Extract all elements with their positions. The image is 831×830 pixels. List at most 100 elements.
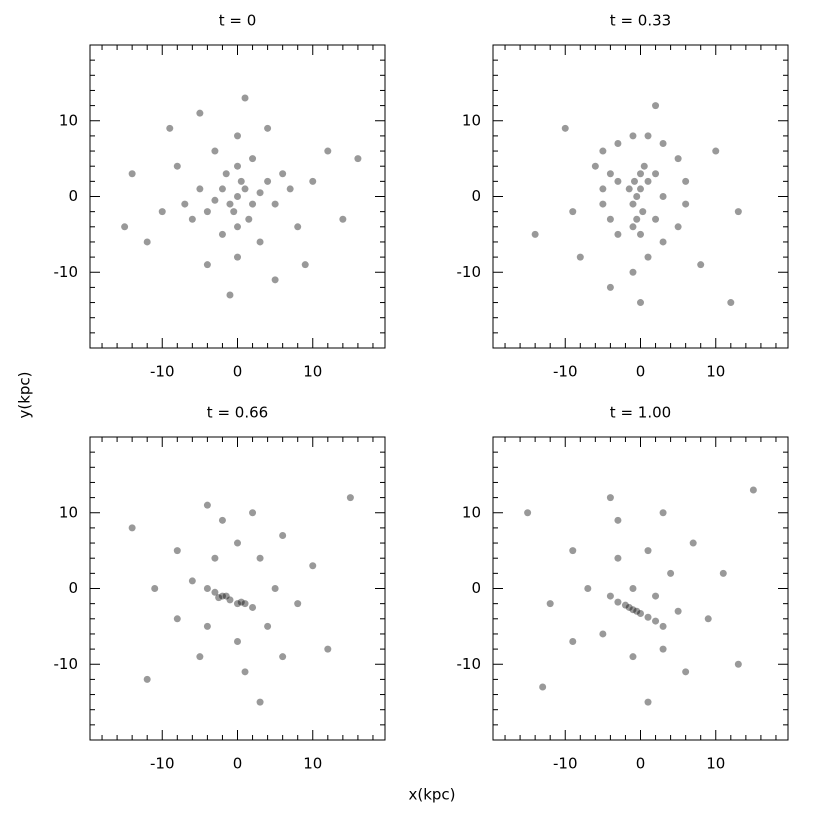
particle xyxy=(226,291,234,299)
particle xyxy=(324,147,332,155)
particle xyxy=(637,299,644,307)
particle xyxy=(614,554,622,562)
particle xyxy=(203,261,211,269)
x-tick-label: -10 xyxy=(150,755,175,773)
particle xyxy=(659,645,667,653)
particle xyxy=(591,162,599,170)
particle xyxy=(652,170,660,178)
particle xyxy=(211,196,219,204)
x-tick-label: -10 xyxy=(553,363,578,381)
particle xyxy=(614,177,622,185)
particle xyxy=(659,238,667,246)
particle xyxy=(629,653,637,661)
particle xyxy=(749,486,757,494)
panel: t = 1.00 -10 0 10 -10 0 10 xyxy=(457,404,789,773)
particle xyxy=(659,509,667,517)
particle xyxy=(644,547,652,555)
particle xyxy=(249,509,257,517)
particle xyxy=(249,603,257,611)
particle xyxy=(211,554,219,562)
particle xyxy=(569,547,577,555)
y-tick-label: -10 xyxy=(457,263,482,281)
particle xyxy=(271,585,279,592)
particle xyxy=(629,585,637,592)
particle xyxy=(644,132,652,140)
particle xyxy=(211,588,219,596)
particle xyxy=(606,215,614,223)
particle xyxy=(633,193,641,200)
particle xyxy=(734,660,742,668)
panel: t = 0 -10 0 10 -10 0 10 xyxy=(54,12,386,381)
particle xyxy=(234,253,241,261)
particle xyxy=(128,524,136,532)
particle xyxy=(286,185,294,193)
particle xyxy=(712,147,720,155)
particle xyxy=(734,208,742,216)
particle xyxy=(599,185,607,193)
particle xyxy=(629,132,637,140)
particle xyxy=(606,494,614,502)
particle xyxy=(188,577,196,585)
particle xyxy=(203,208,211,216)
particle xyxy=(151,585,159,592)
particle xyxy=(196,653,204,661)
particle xyxy=(234,539,241,547)
particle xyxy=(173,162,181,170)
panel: t = 0.66 -10 0 10 -10 0 10 xyxy=(54,404,386,773)
particle xyxy=(309,562,317,570)
particle xyxy=(629,268,637,276)
particle xyxy=(249,200,257,208)
particle xyxy=(629,200,637,208)
particle xyxy=(173,547,181,555)
particle xyxy=(614,516,622,524)
particle xyxy=(143,675,151,683)
particle xyxy=(346,494,354,502)
panel: t = 0.33 -10 0 10 -10 0 10 xyxy=(457,12,789,381)
particle xyxy=(181,200,189,208)
particle xyxy=(173,615,181,623)
particle xyxy=(614,230,622,238)
particle xyxy=(674,223,682,231)
x-tick-label: -10 xyxy=(150,363,175,381)
particle xyxy=(237,598,245,606)
particle xyxy=(196,185,204,193)
particle xyxy=(203,585,211,592)
particle xyxy=(294,223,302,231)
particle xyxy=(264,622,272,630)
particle xyxy=(241,185,249,193)
particle xyxy=(143,238,151,246)
y-tick-label: 10 xyxy=(59,111,78,129)
particle xyxy=(241,668,249,676)
panel-title: t = 0.66 xyxy=(207,404,268,422)
particle xyxy=(652,102,660,110)
x-tick-label: 10 xyxy=(303,755,322,773)
y-tick-label: 0 xyxy=(68,579,78,597)
y-tick-label: -10 xyxy=(54,263,79,281)
particle xyxy=(644,613,652,621)
panel-title: t = 0.33 xyxy=(610,12,671,30)
y-tick-label: 10 xyxy=(59,503,78,521)
particle xyxy=(166,124,174,132)
particle xyxy=(606,283,614,291)
particle xyxy=(234,600,241,608)
particle xyxy=(561,124,569,132)
y-tick-label: 0 xyxy=(471,187,481,205)
particle xyxy=(644,253,652,261)
particle xyxy=(226,596,234,604)
x-tick-label: 10 xyxy=(706,363,725,381)
particle xyxy=(697,261,705,269)
particle xyxy=(625,603,633,611)
x-tick-label: 10 xyxy=(706,755,725,773)
particle xyxy=(294,600,302,608)
particle xyxy=(531,230,539,238)
particle xyxy=(226,200,234,208)
particle xyxy=(234,132,241,140)
particle xyxy=(614,598,622,606)
y-axis-label: y(kpc) xyxy=(16,371,34,418)
particle xyxy=(633,215,641,223)
particle xyxy=(727,299,735,307)
particle xyxy=(599,200,607,208)
particle xyxy=(576,253,584,261)
particle xyxy=(569,638,577,646)
